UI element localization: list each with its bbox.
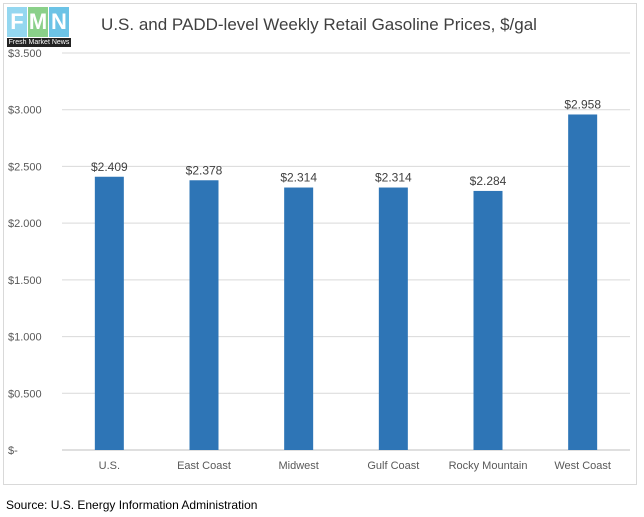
data-label: $2.314 [375, 171, 412, 185]
x-tick-label: Gulf Coast [367, 460, 419, 472]
grid-lines [62, 52, 630, 451]
y-tick-label: $2.500 [8, 161, 42, 173]
x-tick-label: Midwest [278, 460, 318, 472]
logo-letter-tile: M [28, 7, 48, 37]
y-tick-label: $3.000 [8, 105, 42, 117]
logo-letter-tile: F [7, 7, 27, 37]
data-label: $2.314 [280, 171, 317, 185]
y-tick-label: $2.000 [8, 218, 42, 230]
data-labels: $2.409 $2.378 $2.314 $2.314 $2.284 $2.958 [91, 97, 601, 187]
logo-brand-text: Fresh Market News [7, 38, 71, 47]
bar [189, 180, 219, 451]
bar [568, 114, 598, 451]
source-note: Source: U.S. Energy Information Administ… [6, 498, 258, 512]
bars [94, 114, 598, 451]
y-tick-label: $1.500 [8, 275, 42, 287]
bar [473, 190, 503, 450]
bar-chart: U.S. and PADD-level Weekly Retail Gasoli… [8, 15, 630, 472]
y-tick-label: $0.500 [8, 388, 42, 400]
bar [284, 187, 314, 450]
bar [94, 176, 124, 451]
y-tick-label: $- [8, 445, 18, 457]
data-label: $2.378 [186, 163, 223, 177]
chart-title: U.S. and PADD-level Weekly Retail Gasoli… [101, 15, 537, 34]
data-label: $2.284 [470, 174, 507, 188]
y-tick-label: $3.500 [8, 48, 42, 60]
bar [378, 187, 408, 450]
x-tick-label: East Coast [177, 460, 231, 472]
logo-letter-tile: N [49, 7, 69, 37]
x-tick-label: West Coast [554, 460, 611, 472]
brand-logo: F M N Fresh Market News [7, 7, 71, 47]
data-label: $2.958 [564, 97, 601, 111]
data-label: $2.409 [91, 160, 128, 174]
y-tick-label: $1.000 [8, 332, 42, 344]
x-tick-label: U.S. [99, 460, 120, 472]
y-axis: $- $0.500 $1.000 $1.500 $2.000 $2.500 $3.000 $3… [8, 48, 42, 457]
x-tick-label: Rocky Mountain [449, 460, 528, 472]
x-axis: U.S. East Coast Midwest Gulf Coast Rocky Mou… [99, 460, 611, 472]
